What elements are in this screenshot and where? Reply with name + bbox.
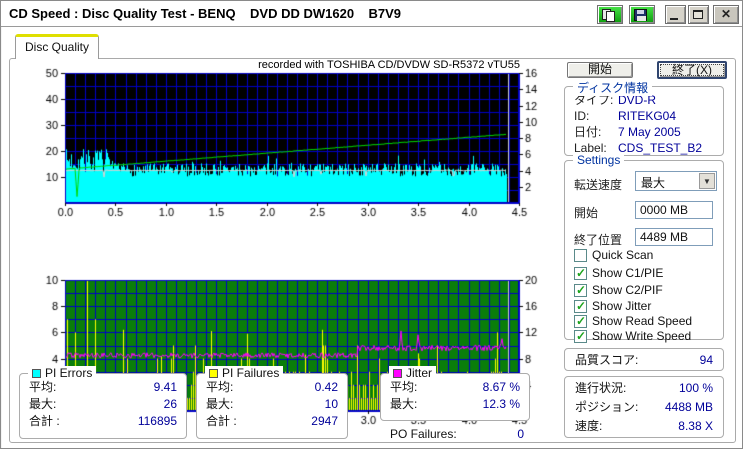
checkbox-label: Show Read Speed bbox=[592, 314, 693, 328]
position-label: ポジション: bbox=[575, 400, 639, 414]
checkbox-label: Quick Scan bbox=[592, 248, 654, 262]
total-label: 合計 : bbox=[29, 414, 60, 428]
pi-errors-stats-box: PI Errors 平均: 9.41 最大: 26 合計 : 116895 bbox=[19, 366, 187, 439]
po-failures-label: PO Failures: bbox=[390, 427, 457, 441]
start-button[interactable]: 開始 bbox=[567, 62, 633, 78]
checkbox-label: Show Write Speed bbox=[592, 329, 692, 343]
speed-label: 転送速度 bbox=[574, 178, 623, 192]
main-panel: recorded with TOSHIBA CD/DVDW SD-R5372 v… bbox=[9, 58, 736, 443]
max-value: 26 bbox=[163, 397, 177, 411]
max-label: 最大: bbox=[206, 397, 234, 411]
stop-button[interactable]: 終了(X) bbox=[657, 61, 727, 79]
avg-value: 9.41 bbox=[153, 380, 177, 394]
checkbox-icon: ✓ bbox=[574, 313, 587, 328]
quality-score-box: 品質スコア: 94 bbox=[564, 348, 724, 371]
jitter-title: Jitter bbox=[406, 366, 433, 380]
pi-errors-chart bbox=[10, 60, 555, 220]
checkbox-icon: ✓ bbox=[574, 282, 587, 297]
maximize-icon bbox=[693, 10, 703, 19]
disc-label-label: Label: bbox=[574, 141, 607, 155]
max-label: 最大: bbox=[390, 397, 418, 411]
avg-value: 0.42 bbox=[314, 380, 338, 394]
title-bar[interactable]: CD Speed : Disc Quality Test - BENQ DVD … bbox=[1, 1, 742, 27]
chevron-down-icon[interactable]: ▼ bbox=[699, 173, 715, 189]
checkbox-label: Show Jitter bbox=[592, 299, 652, 313]
minimize-button[interactable] bbox=[665, 5, 686, 24]
end-position-label: 終了位置 bbox=[574, 233, 623, 247]
speed-selected-value: 最大 bbox=[641, 176, 666, 190]
max-value: 10 bbox=[324, 397, 338, 411]
maximize-button[interactable] bbox=[688, 5, 709, 24]
start-position-label: 開始 bbox=[574, 206, 599, 220]
pi-errors-swatch bbox=[32, 368, 41, 378]
pi-failures-swatch bbox=[209, 368, 218, 378]
pi-failures-title: PI Failures bbox=[222, 366, 280, 380]
close-button[interactable]: ✕ bbox=[713, 5, 739, 24]
disc-date-label: 日付: bbox=[574, 125, 602, 139]
disc-info-title: ディスク情報 bbox=[573, 79, 653, 96]
avg-value: 8.67 % bbox=[482, 380, 520, 394]
disc-info-box: ディスク情報 タイプ: DVD-R ID: RITEKG04 日付: 7 May 20… bbox=[564, 79, 724, 156]
settings-box: Settings 転送速度 最大 ▼ 開始 0000 MB 終了位置 4489 … bbox=[564, 153, 724, 343]
jitter-swatch bbox=[393, 368, 402, 378]
checkbox-label: Show C1/PIE bbox=[592, 266, 664, 280]
po-failures-row: PO Failures: 0 bbox=[384, 427, 530, 441]
jitter-stats-box: Jitter 平均: 8.67 % 最大: 12.3 % bbox=[380, 366, 530, 421]
speed-status-value: 8.38 X bbox=[678, 419, 713, 433]
statistics-row: PI Errors 平均: 9.41 最大: 26 合計 : 116895 PI Fa… bbox=[10, 366, 555, 444]
checkbox-label: Show C2/PIF bbox=[592, 283, 663, 297]
pi-failures-stats-box: PI Failures 平均: 0.42 最大: 10 合計 : 2947 bbox=[196, 366, 348, 439]
checkbox-quick-scan[interactable]: ✓ Quick Scan bbox=[574, 248, 653, 262]
disc-type-value: DVD-R bbox=[618, 93, 656, 107]
disc-type-label: タイプ: bbox=[574, 93, 614, 107]
total-value: 2947 bbox=[311, 414, 338, 428]
tab-disc-quality[interactable]: Disc Quality bbox=[15, 34, 99, 59]
total-label: 合計 : bbox=[206, 414, 237, 428]
save-button[interactable] bbox=[629, 5, 655, 24]
settings-title: Settings bbox=[573, 153, 625, 167]
po-failures-value: 0 bbox=[517, 427, 524, 441]
close-icon: ✕ bbox=[720, 7, 732, 21]
checkbox-show-c2-pif[interactable]: ✓ Show C2/PIF bbox=[574, 283, 663, 297]
checkbox-icon: ✓ bbox=[574, 328, 587, 343]
quality-score-value: 94 bbox=[699, 353, 713, 367]
control-panel: 開始 終了(X) ディスク情報 タイプ: DVD-R ID: RITEKG04 日付… bbox=[564, 59, 727, 444]
avg-label: 平均: bbox=[206, 380, 234, 394]
max-value: 12.3 % bbox=[482, 397, 520, 411]
speed-status-label: 速度: bbox=[575, 419, 603, 433]
pi-errors-title: PI Errors bbox=[45, 366, 93, 380]
start-position-input[interactable]: 0000 MB bbox=[635, 201, 713, 219]
position-value: 4488 MB bbox=[664, 400, 713, 414]
checkbox-show-c1-pie[interactable]: ✓ Show C1/PIE bbox=[574, 266, 663, 280]
copy-button[interactable] bbox=[597, 5, 623, 24]
progress-box: 進行状況: 100 % ポジション: 4488 MB 速度: 8.38 X bbox=[564, 376, 724, 438]
checkbox-show-read-speed[interactable]: ✓ Show Read Speed bbox=[574, 314, 692, 328]
checkbox-icon: ✓ bbox=[574, 248, 587, 262]
end-position-input[interactable]: 4489 MB bbox=[635, 228, 713, 246]
progress-value: 100 % bbox=[678, 381, 713, 395]
checkbox-show-jitter[interactable]: ✓ Show Jitter bbox=[574, 299, 651, 313]
max-label: 最大: bbox=[29, 397, 57, 411]
speed-select[interactable]: 最大 ▼ bbox=[635, 171, 717, 191]
disc-date-value: 7 May 2005 bbox=[618, 125, 681, 139]
quality-score-label: 品質スコア: bbox=[575, 353, 639, 367]
window-title: CD Speed : Disc Quality Test - BENQ DVD … bbox=[9, 6, 402, 21]
checkbox-icon: ✓ bbox=[574, 298, 587, 313]
total-value: 116895 bbox=[137, 414, 177, 428]
avg-label: 平均: bbox=[390, 380, 418, 394]
disc-id-value: RITEKG04 bbox=[618, 109, 677, 123]
avg-label: 平均: bbox=[29, 380, 57, 394]
tab-label: Disc Quality bbox=[24, 40, 89, 54]
checkbox-show-write-speed[interactable]: ✓ Show Write Speed bbox=[574, 329, 691, 343]
progress-label: 進行状況: bbox=[575, 381, 627, 395]
disc-id-label: ID: bbox=[574, 109, 590, 123]
disc-label-value: CDS_TEST_B2 bbox=[618, 141, 703, 155]
checkbox-icon: ✓ bbox=[574, 265, 587, 280]
minimize-icon bbox=[670, 18, 678, 20]
